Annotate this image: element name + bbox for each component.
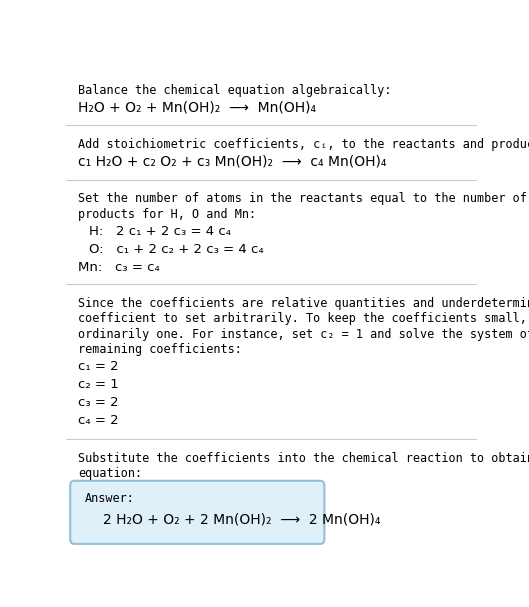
Text: equation:: equation: xyxy=(78,467,142,480)
Text: H₂O + O₂ + Mn(OH)₂  ⟶  Mn(OH)₄: H₂O + O₂ + Mn(OH)₂ ⟶ Mn(OH)₄ xyxy=(78,101,316,115)
Text: 2 H₂O + O₂ + 2 Mn(OH)₂  ⟶  2 Mn(OH)₄: 2 H₂O + O₂ + 2 Mn(OH)₂ ⟶ 2 Mn(OH)₄ xyxy=(103,512,380,526)
Text: c₁ H₂O + c₂ O₂ + c₃ Mn(OH)₂  ⟶  c₄ Mn(OH)₄: c₁ H₂O + c₂ O₂ + c₃ Mn(OH)₂ ⟶ c₄ Mn(OH)₄ xyxy=(78,155,387,169)
Text: products for H, O and Mn:: products for H, O and Mn: xyxy=(78,208,257,221)
Text: O:   c₁ + 2 c₂ + 2 c₃ = 4 c₄: O: c₁ + 2 c₂ + 2 c₃ = 4 c₄ xyxy=(89,243,263,256)
Text: ordinarily one. For instance, set c₂ = 1 and solve the system of equations for t: ordinarily one. For instance, set c₂ = 1… xyxy=(78,328,529,341)
FancyBboxPatch shape xyxy=(70,481,324,544)
Text: H:   2 c₁ + 2 c₃ = 4 c₄: H: 2 c₁ + 2 c₃ = 4 c₄ xyxy=(89,225,231,238)
Text: Set the number of atoms in the reactants equal to the number of atoms in the: Set the number of atoms in the reactants… xyxy=(78,192,529,205)
Text: remaining coefficients:: remaining coefficients: xyxy=(78,343,242,356)
Text: Substitute the coefficients into the chemical reaction to obtain the balanced: Substitute the coefficients into the che… xyxy=(78,452,529,464)
Text: c₂ = 1: c₂ = 1 xyxy=(78,378,119,391)
Text: c₄ = 2: c₄ = 2 xyxy=(78,414,119,427)
Text: c₃ = 2: c₃ = 2 xyxy=(78,396,119,409)
Text: c₁ = 2: c₁ = 2 xyxy=(78,360,119,373)
Text: coefficient to set arbitrarily. To keep the coefficients small, the arbitrary va: coefficient to set arbitrarily. To keep … xyxy=(78,312,529,325)
Text: Answer:: Answer: xyxy=(85,492,134,504)
Text: Since the coefficients are relative quantities and underdetermined, choose a: Since the coefficients are relative quan… xyxy=(78,297,529,310)
Text: Add stoichiometric coefficients, cᵢ, to the reactants and products:: Add stoichiometric coefficients, cᵢ, to … xyxy=(78,138,529,151)
Text: Balance the chemical equation algebraically:: Balance the chemical equation algebraica… xyxy=(78,84,392,97)
Text: Mn:   c₃ = c₄: Mn: c₃ = c₄ xyxy=(78,260,160,274)
